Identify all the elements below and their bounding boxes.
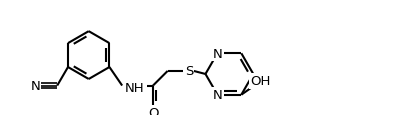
Text: S: S	[185, 65, 193, 78]
Text: OH: OH	[250, 75, 271, 88]
Text: N: N	[213, 88, 222, 101]
Text: N: N	[30, 79, 40, 92]
Text: NH: NH	[125, 82, 145, 95]
Text: N: N	[213, 47, 222, 60]
Text: O: O	[148, 106, 158, 115]
